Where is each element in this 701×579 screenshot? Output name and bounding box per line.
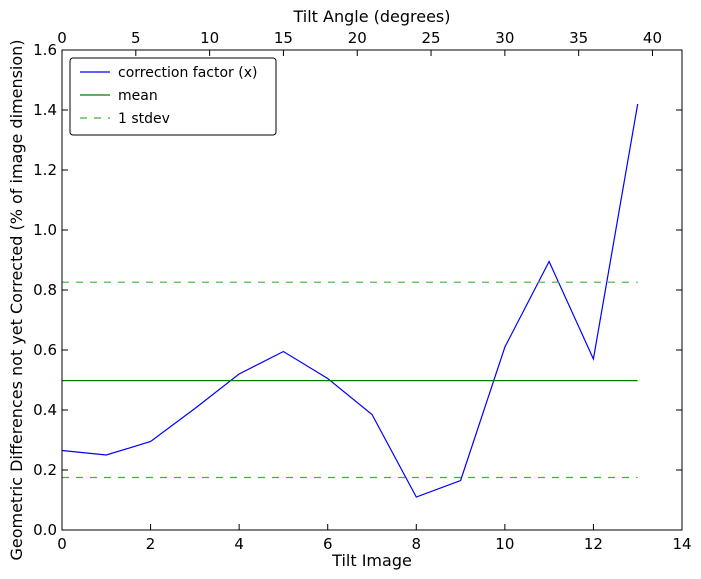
y-tick-label: 0.8 (33, 281, 57, 299)
top-tick-label: 30 (495, 29, 514, 47)
top-tick-label: 15 (274, 29, 293, 47)
y-tick-label: 1.4 (33, 101, 57, 119)
x-tick-label: 4 (234, 535, 244, 553)
legend: correction factor (x) mean 1 stdev (69, 57, 277, 136)
legend-label: mean (118, 88, 158, 104)
plot-layer (61, 103, 639, 498)
x-tick-label: 12 (584, 535, 603, 553)
x-tick-label: 0 (57, 535, 67, 553)
x-tick-label: 14 (672, 535, 691, 553)
y-tick-label: 0.6 (33, 341, 57, 359)
top-axis-label: Tilt Angle (degrees) (292, 7, 450, 26)
legend-box (69, 57, 277, 136)
legend-label: correction factor (x) (118, 65, 257, 81)
y-tick-label: 0.2 (33, 461, 57, 479)
top-tick-label: 35 (569, 29, 588, 47)
top-tick-label: 25 (422, 29, 441, 47)
top-tick-label: 10 (200, 29, 219, 47)
x-axis-label: Tilt Image (331, 551, 412, 570)
top-tick-label: 0 (57, 29, 67, 47)
y-tick-label: 1.2 (33, 161, 57, 179)
x-tick-label: 6 (323, 535, 333, 553)
x-tick-label: 10 (495, 535, 514, 553)
y-tick-label: 1.0 (33, 221, 57, 239)
ticks-layer: 0 2 4 6 8 10 12 140.00.20.40.60.81.01.21.41.60 5… (33, 29, 691, 553)
series-line-0 (61, 103, 639, 498)
y-tick-label: 1.6 (33, 41, 57, 59)
top-tick-label: 5 (131, 29, 141, 47)
x-tick-label: 8 (412, 535, 422, 553)
top-tick-label: 20 (348, 29, 367, 47)
y-tick-label: 0.4 (33, 401, 57, 419)
x-tick-label: 2 (146, 535, 156, 553)
y-axis-label: Geometric Differences not yet Corrected … (7, 39, 26, 560)
y-tick-label: 0.0 (33, 521, 57, 539)
legend-label: 1 stdev (118, 111, 170, 127)
top-tick-label: 40 (643, 29, 662, 47)
